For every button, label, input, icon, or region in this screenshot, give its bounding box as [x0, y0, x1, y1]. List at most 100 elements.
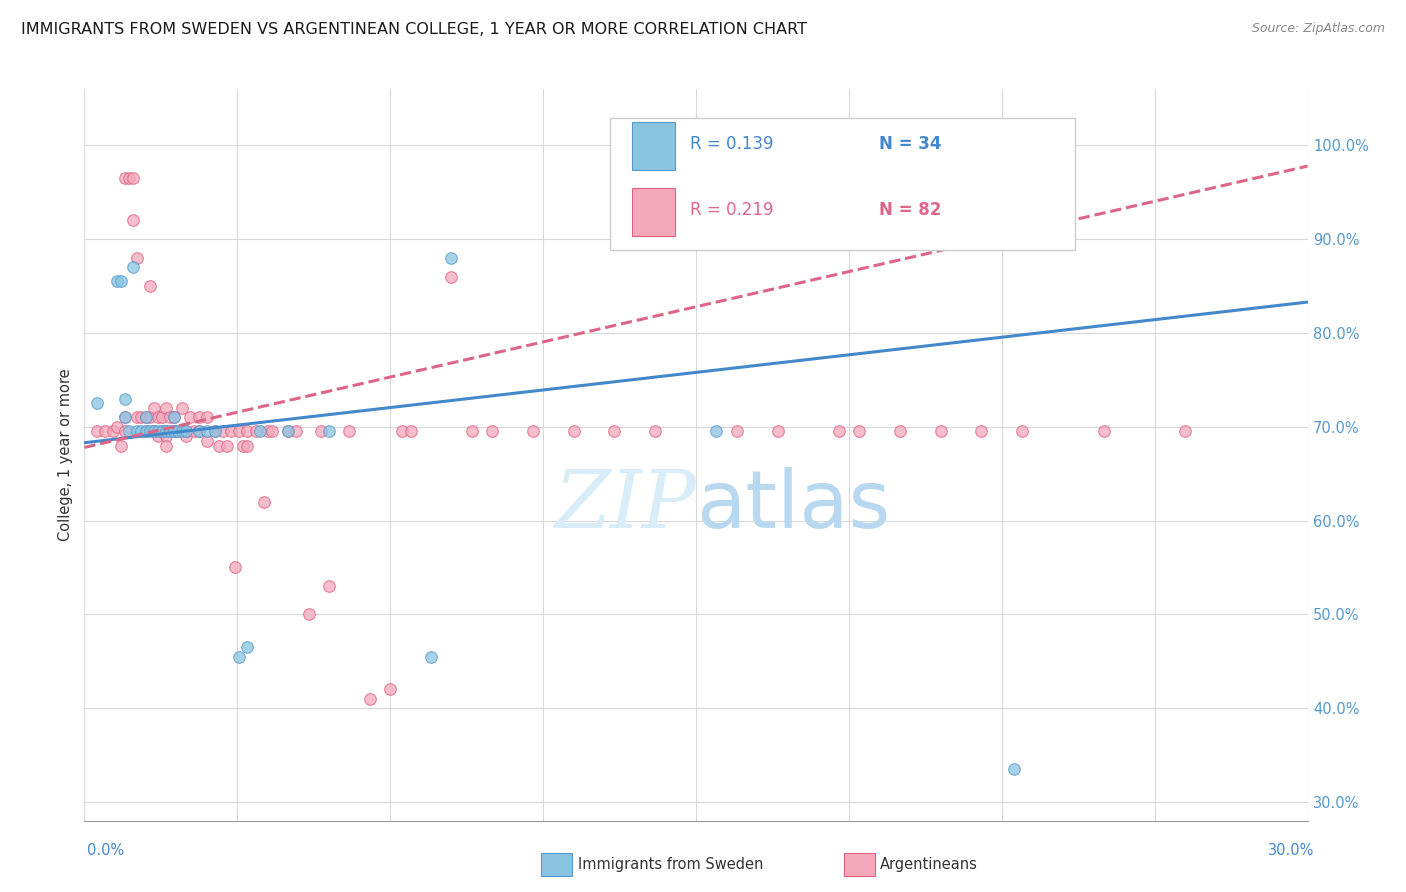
Point — [131, 410, 153, 425]
Point — [176, 429, 198, 443]
Point — [257, 425, 280, 439]
Point — [163, 410, 186, 425]
Point — [131, 425, 153, 439]
Point — [167, 425, 190, 439]
Point — [285, 425, 308, 439]
Point — [1002, 762, 1025, 776]
Point — [236, 640, 259, 655]
Point — [440, 251, 463, 265]
Point — [105, 275, 128, 289]
Point — [187, 425, 209, 439]
Point — [318, 579, 340, 593]
Point — [562, 425, 585, 439]
Point — [706, 425, 728, 439]
Point — [114, 392, 136, 406]
Point — [970, 425, 993, 439]
Point — [644, 425, 666, 439]
Point — [114, 410, 136, 425]
Point — [195, 425, 218, 439]
Point — [114, 425, 136, 439]
Point — [122, 171, 145, 186]
Point — [245, 425, 267, 439]
Point — [309, 425, 332, 439]
Point — [150, 425, 173, 439]
Text: ZIP: ZIP — [554, 467, 696, 545]
Point — [146, 429, 169, 443]
Point — [889, 425, 911, 439]
Point — [440, 269, 463, 284]
Point — [122, 213, 145, 227]
Point — [179, 410, 201, 425]
Point — [155, 429, 177, 443]
Point — [118, 171, 141, 186]
Bar — [633, 122, 675, 170]
Text: Immigrants from Sweden: Immigrants from Sweden — [578, 857, 763, 871]
Y-axis label: College, 1 year or more: College, 1 year or more — [58, 368, 73, 541]
Point — [163, 425, 186, 439]
Point — [150, 425, 173, 439]
Point — [135, 425, 157, 439]
Point — [122, 260, 145, 275]
Point — [146, 425, 169, 439]
Point — [253, 495, 276, 509]
Point — [159, 425, 181, 439]
Point — [138, 410, 160, 425]
Point — [155, 401, 177, 415]
Point — [159, 410, 181, 425]
Point — [142, 401, 165, 415]
Point — [135, 410, 157, 425]
Point — [224, 560, 246, 574]
Point — [86, 425, 108, 439]
Point — [828, 425, 851, 439]
Point — [298, 607, 321, 622]
Point — [150, 410, 173, 425]
Text: R = 0.139: R = 0.139 — [690, 136, 773, 153]
Text: 30.0%: 30.0% — [1268, 843, 1315, 858]
Point — [110, 438, 132, 452]
Bar — [633, 188, 675, 235]
Point — [848, 425, 870, 439]
Point — [146, 410, 169, 425]
Text: N = 34: N = 34 — [880, 136, 942, 153]
Point — [228, 649, 250, 664]
Point — [155, 425, 177, 439]
Point — [318, 425, 340, 439]
Point — [219, 425, 242, 439]
Point — [277, 425, 299, 439]
Point — [1092, 425, 1115, 439]
Point — [101, 425, 124, 439]
Point — [183, 425, 205, 439]
Text: Source: ZipAtlas.com: Source: ZipAtlas.com — [1251, 22, 1385, 36]
Point — [725, 425, 748, 439]
Point — [163, 410, 186, 425]
Point — [195, 410, 218, 425]
Point — [380, 682, 402, 697]
Point — [277, 425, 299, 439]
Point — [260, 425, 283, 439]
Point — [522, 425, 544, 439]
Text: atlas: atlas — [696, 467, 890, 545]
Point — [163, 425, 186, 439]
Point — [138, 425, 160, 439]
Point — [208, 438, 231, 452]
Point — [167, 425, 190, 439]
Point — [212, 425, 235, 439]
Point — [155, 425, 177, 439]
Point — [236, 438, 259, 452]
Point — [127, 425, 149, 439]
Text: R = 0.219: R = 0.219 — [690, 202, 773, 219]
Point — [187, 425, 209, 439]
Point — [135, 425, 157, 439]
Point — [481, 425, 503, 439]
Point — [118, 425, 141, 439]
Point — [105, 419, 128, 434]
Point — [142, 425, 165, 439]
Point — [114, 171, 136, 186]
Point — [391, 425, 413, 439]
Text: N = 82: N = 82 — [880, 202, 942, 219]
Point — [420, 649, 443, 664]
Point — [138, 279, 160, 293]
Point — [176, 425, 198, 439]
Point — [929, 425, 952, 439]
Point — [110, 275, 132, 289]
